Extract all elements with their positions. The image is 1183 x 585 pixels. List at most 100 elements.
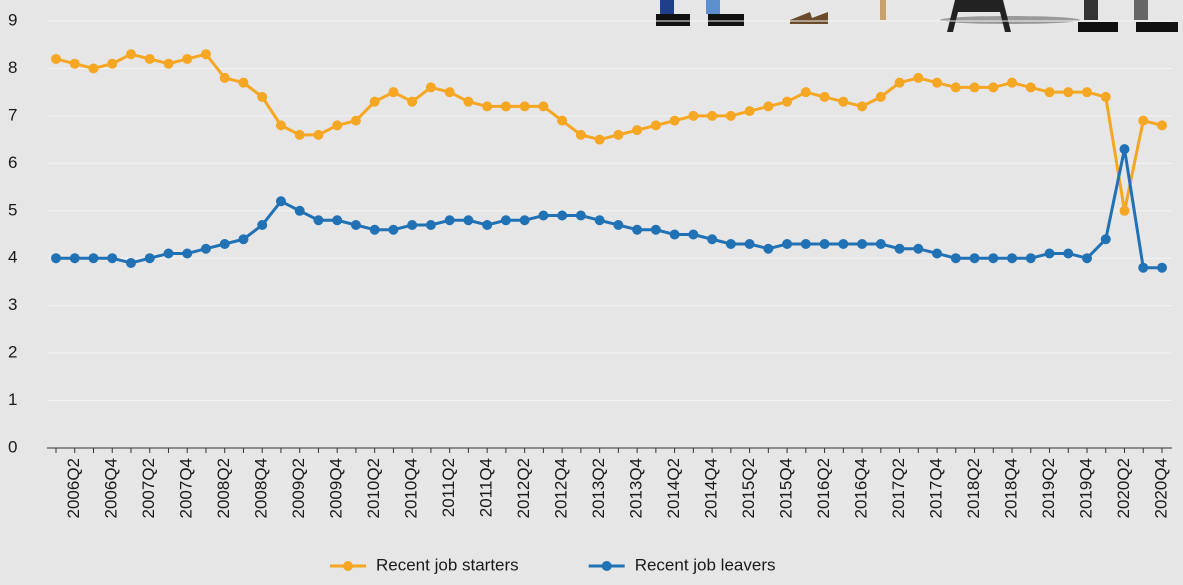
x-tick-label: 2020Q4 bbox=[1151, 458, 1170, 519]
data-point bbox=[1119, 205, 1130, 216]
data-point bbox=[163, 58, 174, 69]
data-point bbox=[575, 210, 586, 221]
data-point bbox=[463, 96, 474, 107]
data-point bbox=[594, 134, 605, 145]
data-point bbox=[388, 87, 399, 98]
x-tick-label: 2013Q2 bbox=[589, 458, 608, 519]
data-point bbox=[1100, 234, 1111, 245]
data-point bbox=[688, 229, 699, 240]
x-tick-label: 2018Q2 bbox=[964, 458, 983, 519]
data-point bbox=[894, 77, 905, 88]
data-point bbox=[294, 129, 305, 140]
data-point bbox=[557, 115, 568, 126]
data-point bbox=[875, 91, 886, 102]
x-tick-label: 2008Q4 bbox=[252, 458, 271, 519]
data-point bbox=[482, 101, 493, 112]
data-point bbox=[538, 101, 549, 112]
y-tick-label: 8 bbox=[8, 58, 17, 77]
data-point bbox=[1119, 144, 1130, 155]
data-point bbox=[988, 253, 999, 264]
data-point bbox=[350, 115, 361, 126]
data-point bbox=[969, 253, 980, 264]
data-point bbox=[1157, 262, 1167, 273]
data-point bbox=[1044, 87, 1055, 98]
data-point bbox=[838, 238, 849, 249]
legend-item: Recent job starters bbox=[330, 555, 519, 574]
data-point bbox=[688, 110, 699, 121]
data-point bbox=[275, 196, 286, 207]
data-point bbox=[88, 63, 99, 74]
data-point bbox=[257, 220, 268, 231]
data-point bbox=[463, 215, 474, 226]
data-point bbox=[1007, 77, 1018, 88]
data-point bbox=[857, 238, 868, 249]
data-point bbox=[594, 215, 605, 226]
x-tick-label: 2011Q4 bbox=[477, 458, 496, 517]
y-tick-label: 4 bbox=[8, 248, 17, 267]
data-point bbox=[388, 224, 399, 235]
x-tick-label: 2007Q4 bbox=[177, 458, 196, 519]
data-point bbox=[275, 120, 286, 131]
x-tick-label: 2016Q4 bbox=[852, 458, 871, 519]
data-point bbox=[369, 96, 380, 107]
data-point bbox=[725, 110, 736, 121]
data-point bbox=[200, 243, 211, 254]
data-point bbox=[1007, 253, 1018, 264]
data-point bbox=[88, 253, 99, 264]
data-point bbox=[407, 220, 418, 231]
data-point bbox=[144, 53, 155, 64]
data-point bbox=[407, 96, 418, 107]
data-point bbox=[1044, 248, 1055, 259]
data-point bbox=[763, 243, 774, 254]
data-point bbox=[557, 210, 568, 221]
data-point bbox=[932, 248, 943, 259]
data-point bbox=[313, 129, 324, 140]
x-tick-label: 2012Q4 bbox=[552, 458, 571, 519]
legend-marker bbox=[601, 561, 612, 571]
data-point bbox=[163, 248, 174, 259]
data-point bbox=[200, 49, 211, 60]
data-point bbox=[575, 129, 586, 140]
data-point bbox=[913, 72, 924, 83]
data-point bbox=[51, 53, 61, 64]
data-point bbox=[1063, 248, 1074, 259]
data-point bbox=[707, 110, 718, 121]
data-point bbox=[800, 87, 811, 98]
data-point bbox=[500, 215, 511, 226]
data-point bbox=[632, 125, 643, 136]
data-point bbox=[650, 120, 661, 131]
x-tick-label: 2006Q2 bbox=[64, 458, 83, 519]
legend-item: Recent job leavers bbox=[588, 555, 776, 574]
x-tick-label: 2014Q2 bbox=[664, 458, 683, 519]
data-point bbox=[519, 215, 530, 226]
legend-label: Recent job leavers bbox=[635, 555, 776, 574]
x-tick-label: 2010Q4 bbox=[402, 458, 421, 519]
x-tick-label: 2020Q2 bbox=[1114, 458, 1133, 519]
y-tick-label: 3 bbox=[8, 295, 17, 314]
y-tick-label: 0 bbox=[8, 437, 17, 456]
data-point bbox=[182, 53, 193, 64]
data-point bbox=[1063, 87, 1074, 98]
data-point bbox=[369, 224, 380, 235]
data-point bbox=[707, 234, 718, 245]
x-tick-label: 2006Q4 bbox=[102, 458, 121, 519]
x-tick-label: 2015Q4 bbox=[777, 458, 796, 519]
data-point bbox=[744, 238, 755, 249]
data-point bbox=[1025, 253, 1036, 264]
data-point bbox=[107, 58, 118, 69]
x-tick-label: 2012Q2 bbox=[514, 458, 533, 519]
data-point bbox=[744, 106, 755, 117]
x-tick-label: 2011Q2 bbox=[439, 458, 458, 517]
data-point bbox=[782, 96, 793, 107]
data-point bbox=[313, 215, 324, 226]
data-point bbox=[669, 115, 680, 126]
x-tick-label: 2007Q2 bbox=[139, 458, 158, 519]
data-point bbox=[257, 91, 268, 102]
x-tick-label: 2015Q2 bbox=[739, 458, 758, 519]
data-point bbox=[725, 238, 736, 249]
data-point bbox=[950, 253, 961, 264]
data-point bbox=[294, 205, 305, 216]
data-point bbox=[875, 238, 886, 249]
y-tick-label: 7 bbox=[8, 105, 17, 124]
